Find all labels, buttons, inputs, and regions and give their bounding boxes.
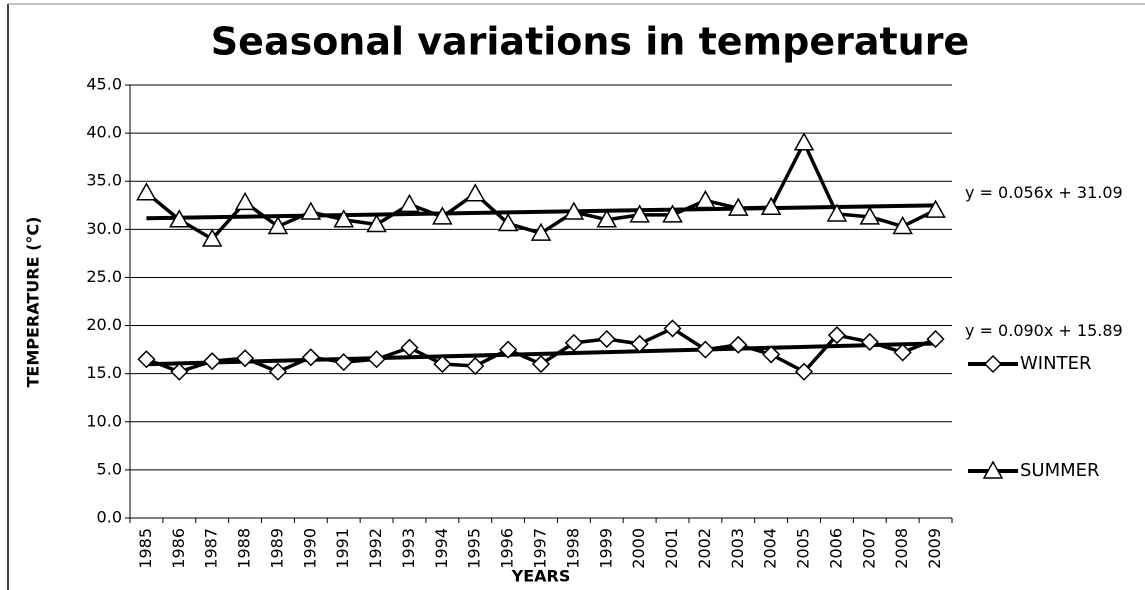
marker	[695, 189, 716, 209]
y-tick-label: 5.0	[97, 459, 122, 478]
trendline	[146, 203, 936, 221]
x-tick-label: 2009	[925, 528, 944, 569]
marker	[925, 199, 946, 218]
marker	[826, 203, 848, 222]
x-tick-label: 2007	[859, 528, 878, 569]
marker	[696, 340, 715, 359]
x-tick-label: 1999	[596, 528, 615, 569]
y-tick-label: 0.0	[97, 508, 122, 527]
marker	[563, 201, 585, 220]
marker	[464, 183, 486, 202]
x-tick-label: 1987	[202, 528, 221, 569]
x-tick-label: 1994	[432, 528, 451, 569]
marker	[663, 319, 682, 338]
x-tick-label: 1996	[498, 528, 517, 569]
marker	[234, 191, 256, 211]
legend-marker	[982, 460, 1004, 479]
marker	[433, 354, 452, 374]
trendline-label: y = 0.056x + 31.09	[965, 183, 1123, 202]
x-tick-label: 2000	[629, 528, 648, 569]
y-tick-label: 35.0	[86, 171, 122, 190]
x-tick-label: 1990	[300, 528, 319, 569]
legend-label: WINTER	[1020, 353, 1091, 374]
x-tick-label: 1991	[333, 528, 352, 569]
marker	[170, 362, 189, 381]
marker	[201, 228, 223, 247]
marker	[564, 333, 583, 352]
marker	[530, 222, 552, 241]
chart-title: Seasonal variations in temperature	[211, 20, 969, 64]
x-tick-label: 1985	[136, 528, 155, 569]
y-tick-label: 45.0	[86, 75, 122, 94]
marker	[399, 193, 420, 213]
x-tick-label: 2003	[728, 528, 747, 569]
x-tick-label: 1998	[563, 528, 582, 569]
marker	[597, 329, 616, 349]
marker	[169, 209, 190, 228]
x-tick-label: 2006	[826, 528, 845, 569]
marker	[268, 362, 288, 381]
marker	[794, 362, 814, 381]
marker	[793, 132, 815, 151]
marker	[136, 182, 157, 201]
x-tick-label: 1997	[531, 528, 550, 569]
marker	[892, 215, 913, 235]
marker	[400, 338, 419, 357]
marker	[893, 343, 912, 362]
marker	[300, 201, 322, 220]
marker	[860, 332, 879, 351]
y-axis-title: TEMPERATURE (°C)	[24, 217, 43, 388]
marker	[760, 196, 782, 215]
y-tick-label: 25.0	[86, 267, 122, 286]
y-tick-label: 10.0	[86, 411, 122, 430]
trendline-label: y = 0.090x + 15.89	[965, 321, 1123, 340]
x-tick-label: 1988	[235, 528, 254, 569]
marker	[301, 348, 320, 367]
x-tick-label: 2004	[761, 528, 780, 569]
marker	[662, 204, 683, 223]
marker	[827, 326, 846, 345]
marker	[236, 349, 255, 368]
marker	[629, 204, 650, 223]
marker	[531, 354, 551, 374]
x-tick-label: 1993	[399, 528, 418, 569]
marker	[630, 334, 649, 353]
marker	[432, 206, 453, 225]
x-tick-label: 2002	[695, 528, 714, 569]
x-tick-label: 1986	[169, 528, 188, 569]
marker	[499, 340, 518, 359]
x-tick-label: 1995	[465, 528, 484, 569]
x-axis-title: YEARS	[511, 567, 571, 586]
marker	[334, 353, 353, 372]
x-tick-label: 1992	[366, 528, 385, 569]
marker	[596, 209, 618, 228]
marker	[859, 206, 881, 225]
marker	[333, 209, 355, 228]
y-tick-label: 40.0	[86, 123, 122, 142]
marker	[729, 335, 748, 354]
legend-label: SUMMER	[1020, 460, 1100, 481]
legend-marker	[983, 354, 1003, 374]
y-tick-label: 20.0	[86, 315, 122, 334]
x-tick-label: 2005	[794, 528, 813, 569]
x-tick-label: 1989	[267, 528, 286, 569]
marker	[366, 213, 387, 233]
marker	[926, 329, 945, 349]
x-tick-label: 2008	[892, 528, 911, 569]
x-tick-label: 2001	[662, 528, 681, 569]
marker	[267, 215, 289, 235]
marker	[497, 213, 519, 232]
marker	[466, 356, 485, 376]
y-tick-label: 15.0	[86, 363, 122, 382]
y-tick-label: 30.0	[86, 219, 122, 238]
marker	[137, 350, 156, 369]
marker	[762, 345, 781, 364]
marker	[367, 350, 386, 369]
marker	[727, 197, 749, 216]
marker	[203, 352, 222, 371]
trendline	[146, 341, 936, 367]
